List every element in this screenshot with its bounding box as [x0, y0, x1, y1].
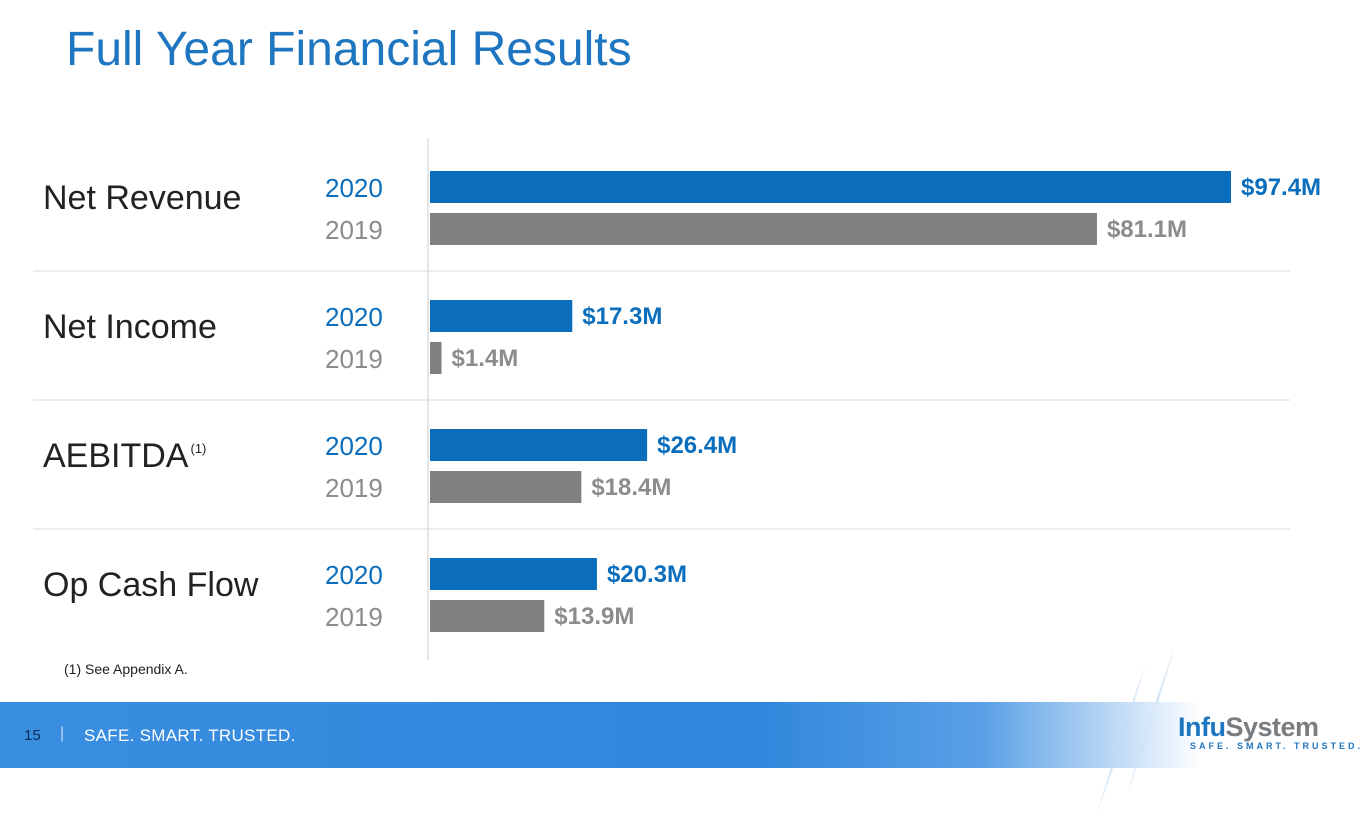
year-label: 2019: [325, 602, 383, 632]
data-label: $1.4M: [452, 345, 519, 372]
year-label: 2020: [325, 173, 383, 203]
data-label: $13.9M: [554, 603, 634, 630]
page-number: 15: [24, 727, 41, 744]
footer-separator: |: [60, 725, 65, 742]
data-label: $81.1M: [1107, 216, 1187, 243]
year-label: 2020: [325, 302, 383, 332]
bar-2020: [430, 171, 1231, 203]
bar-2019: [430, 213, 1097, 245]
bar-2019: [430, 600, 545, 632]
year-label: 2020: [325, 431, 383, 461]
data-label: $17.3M: [582, 303, 662, 330]
logo-name-part2: System: [1225, 712, 1319, 742]
year-label: 2019: [325, 473, 383, 503]
infusystem-logo: InfuSystem SAFE. SMART. TRUSTED.: [1178, 712, 1363, 751]
year-label: 2019: [325, 215, 383, 245]
bar-2020: [430, 300, 573, 332]
bar-2019: [430, 471, 582, 503]
logo-name-part1: Infu: [1178, 712, 1226, 742]
category-superscript: (1): [190, 441, 206, 456]
bar-2020: [430, 429, 648, 461]
data-label: $97.4M: [1241, 174, 1321, 201]
footnote: (1) See Appendix A.: [64, 661, 188, 677]
year-label: 2019: [325, 344, 383, 374]
footer-tagline: SAFE. SMART. TRUSTED.: [84, 726, 296, 745]
bar-2020: [430, 558, 597, 590]
category-label: Net Revenue: [43, 179, 241, 217]
data-label: $18.4M: [591, 474, 671, 501]
data-label: $26.4M: [657, 432, 737, 459]
logo-tagline: SAFE. SMART. TRUSTED.: [1190, 741, 1364, 751]
bar-chart: Net Revenue 2020 $97.4M 2019 $81.1M Net Incom…: [33, 138, 1321, 660]
category-label: Net Income: [43, 308, 217, 346]
year-label: 2020: [325, 560, 383, 590]
page-title: Full Year Financial Results: [66, 23, 632, 76]
data-label: $20.3M: [607, 561, 687, 588]
category-label: AEBITDA: [43, 437, 189, 475]
category-label: Op Cash Flow: [43, 566, 259, 604]
bar-2019: [430, 342, 442, 374]
footer-bar: [0, 702, 1365, 768]
